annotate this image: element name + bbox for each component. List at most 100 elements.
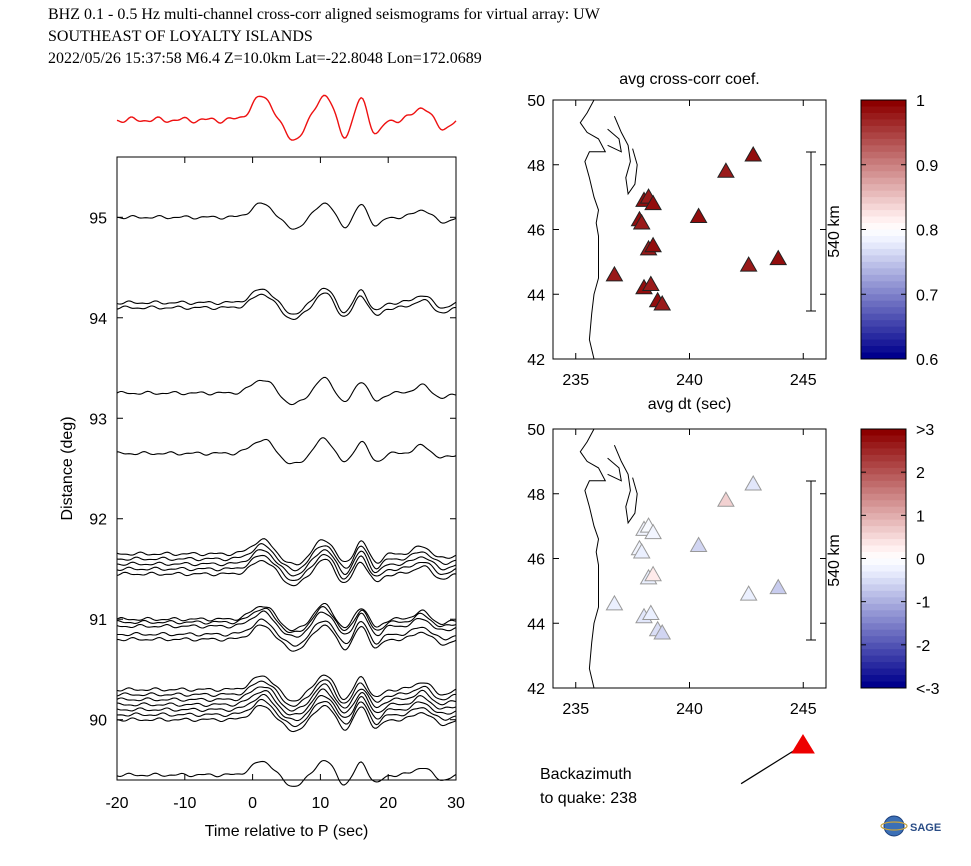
y-tick-label: 92 [89, 512, 107, 529]
station-triangle [769, 578, 788, 595]
scale-label: 540 km [826, 534, 843, 586]
colorbar-band [861, 668, 906, 676]
colorbar-band [861, 629, 906, 637]
colorbar-band [861, 577, 906, 585]
colorbar-band [861, 480, 906, 488]
colorbar-band [861, 610, 906, 618]
station-triangle [739, 256, 758, 272]
x-tick-label: 245 [790, 372, 817, 389]
station-marker-icon [791, 734, 815, 754]
station-triangle [641, 275, 660, 292]
y-tick-label: 42 [527, 352, 545, 369]
colorbar-band [861, 248, 906, 256]
colorbar-tick-label: -1 [916, 595, 930, 612]
colorbar-band [861, 190, 906, 198]
seismogram-trace [116, 292, 457, 320]
sage-logo-text: SAGE [910, 822, 941, 834]
colorbar-tick-label: 0.7 [916, 287, 938, 304]
colorbar-band [861, 616, 906, 624]
seismogram-trace [116, 704, 457, 733]
y-axis-label: Distance (deg) [59, 416, 76, 520]
colorbar-band [861, 623, 906, 631]
nsf-logo-ring [880, 821, 908, 831]
colorbar-band [861, 454, 906, 462]
y-tick-label: 90 [89, 713, 107, 730]
colorbar-band [861, 539, 906, 547]
colorbar-tick-label: 0 [916, 552, 925, 569]
station-triangle [689, 536, 708, 553]
colorbar-band [861, 300, 906, 308]
seismogram-trace [116, 688, 457, 716]
station-triangle [744, 146, 763, 162]
sage-logo: SAGE [880, 815, 941, 837]
title-line-1: BHZ 0.1 - 0.5 Hz multi-channel cross-cor… [48, 6, 600, 23]
colorbar-band [861, 584, 906, 592]
colorbar-band [861, 320, 906, 328]
seismogram-trace [116, 549, 457, 577]
nsf-logo-icon [883, 815, 905, 837]
y-tick-label: 48 [527, 487, 545, 504]
seismogram-panel: -20 -10 0 10 20 30 90 91 92 93 94 95 Time relative t… [59, 156, 465, 840]
y-tick-label: 50 [527, 93, 545, 110]
coastline [579, 428, 607, 689]
puget-sound [613, 445, 638, 525]
colorbar-band [861, 177, 906, 185]
station-triangle [644, 236, 662, 253]
seismogram-trace [116, 538, 457, 566]
x-tick-label: 20 [379, 795, 397, 812]
seismogram-trace [116, 376, 457, 406]
y-tick-label: 42 [527, 681, 545, 698]
colorbar-tick-label: >3 [916, 422, 934, 439]
colorbar-band [861, 590, 906, 598]
colorbar-band [861, 474, 906, 482]
colorbar-band [861, 106, 906, 114]
colorbar-band [861, 145, 906, 153]
colorbar-band [861, 603, 906, 611]
station-triangle [644, 194, 662, 211]
x-tick-label: 240 [676, 372, 703, 389]
colorbar-band [861, 294, 906, 302]
colorbar-band [861, 235, 906, 243]
seismogram-trace [116, 602, 457, 632]
coastline [579, 99, 607, 360]
colorbar-band [861, 268, 906, 276]
colorbar-band [861, 326, 906, 334]
backazimuth-indicator: Backazimuth to quake: 238 [540, 734, 815, 807]
y-tick-label: 95 [89, 210, 107, 227]
colorbar-band [861, 184, 906, 192]
colorbar-band [861, 229, 906, 237]
colorbar-band [861, 346, 906, 354]
colorbar-tick-label: 0.9 [916, 158, 938, 175]
seismogram-trace [116, 558, 457, 587]
colorbar-band [861, 636, 906, 644]
y-tick-label: 91 [89, 612, 107, 629]
colorbar-band [861, 352, 906, 360]
map-x-label: avg dt (sec) [648, 396, 732, 413]
colorbar-tick-label: 1 [916, 93, 925, 110]
colorbar-band [861, 281, 906, 289]
colorbar-band [861, 158, 906, 166]
station-triangle [653, 623, 672, 640]
station-triangle [644, 523, 662, 540]
colorbar-band [861, 681, 906, 689]
colorbar-band [861, 151, 906, 159]
seismogram-trace [116, 202, 457, 230]
station-triangle [605, 594, 624, 611]
y-tick-label: 44 [527, 287, 545, 304]
colorbar-band [861, 100, 906, 107]
colorbar-band [861, 313, 906, 321]
cross-corr-map: 235 240 245 42 44 46 48 50 avg cross-corr coef. a… [527, 71, 938, 413]
station-triangle [605, 265, 624, 282]
puget-sound [613, 116, 638, 196]
colorbar-band [861, 125, 906, 133]
colorbar-tick-label: 0.6 [916, 352, 938, 369]
colorbar-band [861, 662, 906, 670]
station-triangle [769, 249, 788, 266]
station-triangle [717, 162, 735, 178]
seismogram-trace [116, 683, 457, 712]
colorbar-band [861, 119, 906, 127]
colorbar-band [861, 655, 906, 663]
station-triangle [744, 475, 763, 491]
colorbar-band [861, 242, 906, 250]
